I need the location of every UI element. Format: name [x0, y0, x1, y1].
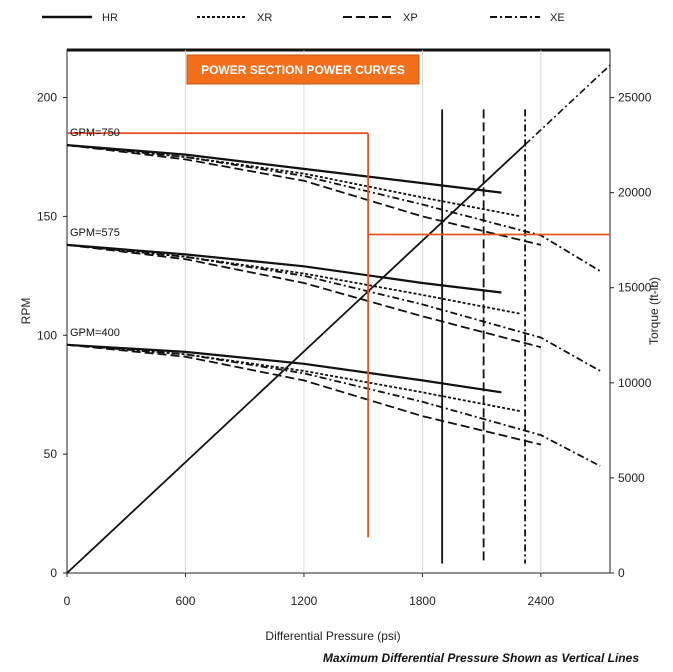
y2-tick-label: 25000 [618, 91, 652, 105]
y2-tick-label: 20000 [618, 186, 652, 200]
x-tick-label: 600 [175, 594, 195, 608]
gpm-label: GPM=750 [70, 127, 120, 139]
footnote: Maximum Differential Pressure Shown as V… [322, 651, 639, 665]
reference-lines [67, 132, 610, 538]
y-tick-label: 100 [37, 328, 57, 342]
torque-line [66, 64, 611, 574]
legend: HR XR XP XE [42, 12, 565, 24]
x-axis-title: Differential Pressure (psi) [265, 629, 400, 643]
curve-xr-2 [66, 343, 522, 413]
torque-line-solid [66, 143, 526, 574]
curve-xr-0 [66, 144, 522, 218]
x-tick-label: 1800 [409, 594, 436, 608]
gpm-label: GPM=575 [70, 227, 120, 239]
title-banner [186, 54, 420, 85]
curve-hr-0 [66, 144, 502, 194]
x-tick-label: 1200 [291, 594, 318, 608]
plot-frame [66, 49, 611, 574]
curve-hr-1 [66, 243, 502, 294]
legend-label-xr: XR [257, 12, 272, 24]
y2-axis-title: Torque (ft-lb) [647, 277, 661, 345]
y-tick-label: 200 [37, 91, 57, 105]
curve-xr-1 [66, 244, 522, 315]
rpm-curves [66, 144, 601, 467]
y-tick-label: 50 [44, 447, 58, 461]
curve-hr-2 [66, 343, 502, 394]
y-tick-label: 150 [37, 209, 57, 223]
chart-title: POWER SECTION POWER CURVES [201, 63, 405, 77]
y2-tick-label: 5000 [618, 471, 645, 485]
curve-xp-1 [66, 244, 542, 349]
x-tick-label: 0 [64, 594, 71, 608]
curve-xp-2 [66, 343, 542, 446]
legend-label-xe: XE [550, 12, 565, 24]
legend-label-xp: XP [403, 12, 418, 24]
y-axis-title: RPM [19, 298, 33, 325]
curve-xe-1 [66, 244, 601, 372]
legend-label-hr: HR [102, 12, 118, 24]
y-tick-label: 0 [50, 566, 57, 580]
axis-ticks: 0 600 1200 1800 2400 0 50 100 150 200 0 5000 10000 15… [37, 91, 652, 608]
torque-line-extension [524, 64, 611, 146]
gpm-labels: GPM=750 GPM=575 GPM=400 [70, 127, 120, 339]
gpm-label: GPM=400 [70, 327, 120, 339]
max-pressure-lines [441, 109, 526, 564]
x-tick-label: 2400 [528, 594, 555, 608]
curve-xp-0 [66, 144, 542, 246]
y2-tick-label: 10000 [618, 376, 652, 390]
grid-lines [185, 50, 542, 573]
curve-xe-2 [66, 343, 601, 467]
y2-tick-label: 0 [618, 566, 625, 580]
y2-tick-label: 15000 [618, 281, 652, 295]
